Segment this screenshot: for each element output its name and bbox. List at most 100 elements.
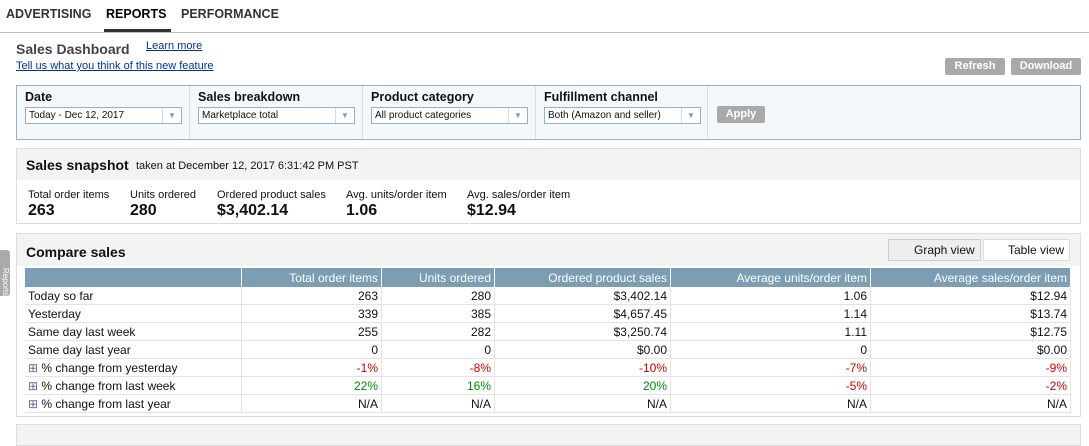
metric-label: Total order items — [28, 189, 110, 201]
divider — [189, 86, 190, 139]
table-row: ⊞ % change from yesterday -1% -8% -10% -7% -9… — [25, 358, 1071, 377]
metric-value: 280 — [130, 202, 157, 219]
filter-label: Product category — [371, 90, 474, 104]
table-cell: 22% — [241, 376, 382, 395]
table-cell: $0.00 — [870, 340, 1071, 359]
row-label: Today so far — [25, 287, 242, 305]
select-value: All product categories — [375, 110, 472, 121]
table-cell: -10% — [494, 358, 671, 377]
header-cell: Total order items — [241, 268, 382, 287]
select-value: Both (Amazon and seller) — [548, 110, 661, 121]
refresh-button[interactable]: Refresh — [945, 58, 1005, 75]
filter-select[interactable]: Both (Amazon and seller) ▼ — [544, 107, 701, 124]
table-cell: N/A — [870, 394, 1071, 413]
filter-label: Date — [25, 90, 53, 104]
table-cell: 255 — [241, 322, 382, 341]
table-cell: 0 — [381, 340, 495, 359]
table-cell: $13.74 — [870, 304, 1071, 323]
table-cell: -8% — [381, 358, 495, 377]
metric-label: Avg. units/order item — [346, 189, 447, 201]
table-cell: $12.94 — [870, 287, 1071, 305]
side-tab-label: Reports — [1, 268, 10, 297]
divider — [362, 86, 363, 139]
table-cell: 1.14 — [670, 304, 871, 323]
table-cell: -1% — [241, 358, 382, 377]
metric-label: Ordered product sales — [217, 189, 326, 201]
table-cell: 263 — [241, 287, 382, 305]
select-value: Marketplace total — [202, 110, 279, 121]
table-cell: 1.06 — [670, 287, 871, 305]
page-title: Sales Dashboard — [16, 41, 130, 57]
row-label: Same day last week — [25, 322, 242, 341]
header-cell — [25, 268, 242, 287]
expand-icon[interactable]: ⊞ — [28, 360, 42, 375]
expand-icon[interactable]: ⊞ — [28, 378, 42, 393]
table-cell: -2% — [870, 376, 1071, 395]
table-row: Yesterday 339 385 $4,657.45 1.14 $13.74 — [25, 304, 1071, 323]
table-cell: -9% — [870, 358, 1071, 377]
nav-tab[interactable]: PERFORMANCE — [181, 7, 279, 21]
table-row: ⊞ % change from last week 22% 16% 20% -5% -2% — [25, 376, 1071, 395]
table-cell: 385 — [381, 304, 495, 323]
nav-tab[interactable]: ADVERTISING — [6, 7, 92, 21]
filter-bar: Apply Date Today - Dec 12, 2017 ▼ Sales bre… — [16, 85, 1081, 140]
table-cell: 16% — [381, 376, 495, 395]
metric-value: 1.06 — [346, 202, 378, 219]
row-label: ⊞ % change from last year — [25, 394, 242, 413]
table-cell: $0.00 — [494, 340, 671, 359]
filter-select[interactable]: Marketplace total ▼ — [198, 107, 355, 124]
snapshot-title: Sales snapshot — [26, 157, 129, 173]
select-arrow: ▼ — [162, 108, 181, 123]
row-label: ⊞ % change from last week — [25, 376, 242, 395]
side-tab[interactable]: Reports — [0, 250, 10, 296]
divider — [535, 86, 536, 139]
compare-title: Compare sales — [26, 244, 126, 260]
table-row: Today so far 263 280 $3,402.14 1.06 $12.94 — [25, 287, 1071, 305]
table-row: ⊞ % change from last year N/A N/A N/A N/A N/A — [25, 394, 1071, 413]
select-arrow: ▼ — [508, 108, 527, 123]
metric-value: $3,402.14 — [217, 202, 289, 219]
top-nav: ADVERTISING REPORTS PERFORMANCE — [0, 0, 1089, 33]
download-button[interactable]: Download — [1011, 58, 1081, 75]
table-cell: $3,250.74 — [494, 322, 671, 341]
table-cell: 282 — [381, 322, 495, 341]
table-cell: N/A — [494, 394, 671, 413]
row-label: ⊞ % change from yesterday — [25, 358, 242, 377]
learn-more-link[interactable]: Learn more — [146, 40, 203, 52]
table-cell: 0 — [241, 340, 382, 359]
nav-tab[interactable]: REPORTS — [106, 7, 167, 21]
header-cell: Ordered product sales — [494, 268, 671, 287]
metric-value: $12.94 — [467, 202, 516, 219]
table-view-toggle[interactable]: Table view — [983, 239, 1071, 261]
next-panel — [16, 424, 1081, 446]
table-cell: 280 — [381, 287, 495, 305]
select-arrow: ▼ — [681, 108, 700, 123]
active-indicator — [104, 29, 171, 32]
row-label: Yesterday — [25, 304, 242, 323]
graph-view-toggle[interactable]: Graph view — [888, 239, 981, 261]
header-cell: Average units/order item — [670, 268, 871, 287]
table-cell: N/A — [381, 394, 495, 413]
header-cell: Average sales/order item — [870, 268, 1071, 287]
table-cell: -5% — [670, 376, 871, 395]
filter-label: Sales breakdown — [198, 90, 301, 104]
filter-select[interactable]: All product categories ▼ — [371, 107, 528, 124]
filter-label: Fulfillment channel — [544, 90, 658, 104]
metric-label: Units ordered — [130, 189, 197, 201]
expand-icon[interactable]: ⊞ — [28, 396, 42, 411]
apply-button[interactable]: Apply — [717, 106, 765, 123]
feedback-link[interactable]: Tell us what you think of this new featu… — [16, 60, 214, 72]
metric-value: 263 — [28, 202, 55, 219]
table-cell: $3,402.14 — [494, 287, 671, 305]
filter-select[interactable]: Today - Dec 12, 2017 ▼ — [25, 107, 182, 124]
metric-label: Avg. sales/order item — [467, 189, 571, 201]
header-cell: Units ordered — [381, 268, 495, 287]
snapshot-time: taken at December 12, 2017 6:31:42 PM PS… — [136, 160, 359, 172]
row-label: Same day last year — [25, 340, 242, 359]
table-row: Same day last week 255 282 $3,250.74 1.11 $12… — [25, 322, 1071, 341]
select-arrow: ▼ — [335, 108, 354, 123]
snapshot-panel: Sales snapshot taken at December 12, 201… — [16, 148, 1081, 224]
select-value: Today - Dec 12, 2017 — [29, 110, 125, 121]
table-cell: 1.11 — [670, 322, 871, 341]
